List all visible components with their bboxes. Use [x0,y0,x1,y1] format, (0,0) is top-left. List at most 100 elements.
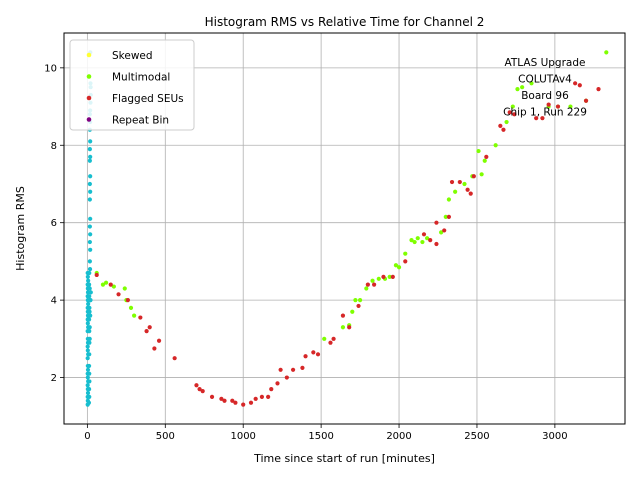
data-point [311,350,316,355]
data-point [88,154,93,159]
x-tick-label: 1500 [308,431,333,442]
data-point [577,83,582,88]
x-tick-label: 2500 [464,431,489,442]
data-point [442,228,447,233]
data-point [504,119,509,125]
data-point [372,282,377,287]
data-point [439,230,444,235]
data-point [434,220,439,225]
data-point [365,282,370,287]
chart-title: Histogram RMS vs Relative Time for Chann… [205,15,485,29]
data-point [85,348,90,353]
data-point [493,143,498,148]
data-point [230,398,235,403]
data-point [86,278,91,283]
data-point [501,127,506,132]
data-point [340,313,346,318]
data-point [331,336,336,341]
data-point [357,298,363,303]
data-point [87,294,92,299]
data-point [409,238,414,243]
data-point [87,181,92,187]
data-point [87,305,92,310]
legend-marker [86,117,92,122]
data-point [290,367,296,372]
data-point [87,340,92,345]
data-point [88,139,93,144]
data-point [387,274,392,279]
data-point [248,400,254,405]
data-point [555,104,561,109]
data-point [87,394,92,400]
data-point [403,259,408,264]
data-point [86,282,92,287]
data-point [381,274,386,279]
legend-marker [86,74,92,79]
data-point [253,396,258,401]
y-axis-label: Histogram RMS [14,186,27,271]
data-point [534,116,539,121]
data-point [471,174,476,179]
data-point [125,298,130,303]
data-point [278,367,283,372]
data-point [219,396,224,401]
data-point [315,352,321,357]
data-point [596,87,601,92]
x-tick-label: 3000 [542,431,567,442]
data-point [132,313,137,318]
data-point [583,98,589,103]
data-point [87,379,92,384]
data-point [390,274,395,279]
y-tick-label: 6 [51,218,57,229]
data-point [197,387,202,392]
data-point [468,191,473,196]
data-point [87,239,92,245]
y-tick-label: 4 [51,296,57,307]
data-point [376,276,381,281]
data-point [465,187,470,192]
data-point [86,317,92,322]
data-point [482,158,487,163]
data-point [353,298,358,303]
data-point [529,81,534,86]
legend-label: Skewed [112,50,153,62]
data-point [540,116,545,121]
data-point [87,336,92,341]
data-point [147,325,152,330]
data-point [86,400,92,405]
data-point [194,383,199,388]
y-tick-label: 8 [51,141,57,152]
data-point [396,265,402,270]
data-point [111,284,116,289]
data-point [85,390,91,396]
data-point [116,292,121,297]
data-point [303,354,308,359]
data-point [604,50,609,55]
annotation-line: Board 96 [521,90,569,102]
data-point [457,179,462,185]
data-point [87,147,92,152]
data-point [87,325,92,330]
y-tick-label: 2 [51,373,57,384]
data-point [266,394,271,400]
legend: Skewed Multimodal Flagged SEUs Repeat Bin [69,39,195,131]
data-point [424,236,430,241]
data-point [86,387,92,392]
annotation-line: ATLAS Upgrade [505,57,586,69]
data-point [322,336,327,341]
data-point [87,352,92,357]
data-point [568,104,573,109]
data-point [87,224,92,229]
data-point [507,110,512,115]
x-tick-label: 1000 [230,431,255,442]
data-point [88,313,93,318]
data-point [94,272,99,278]
data-point [87,259,92,264]
x-tick-label: 0 [84,431,90,442]
data-point [412,239,417,245]
data-point [88,189,93,194]
data-point [428,238,433,243]
legend-label: Multimodal [112,72,170,84]
data-point [85,321,90,326]
data-point [364,286,369,291]
